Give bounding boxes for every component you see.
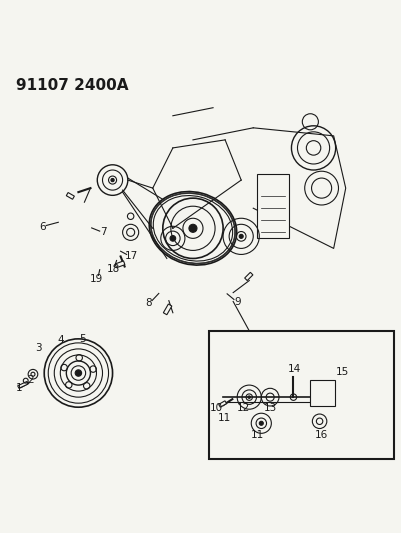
Bar — [209, 331, 393, 459]
Circle shape — [170, 236, 175, 241]
Text: 6: 6 — [39, 222, 45, 232]
Circle shape — [188, 224, 196, 232]
Circle shape — [247, 396, 250, 398]
Text: 18: 18 — [107, 263, 120, 273]
Text: 4: 4 — [57, 335, 63, 345]
Text: 2: 2 — [27, 375, 33, 385]
Circle shape — [111, 179, 114, 182]
Text: 91107 2400A: 91107 2400A — [16, 78, 128, 93]
Bar — [18, 382, 28, 389]
Text: 5: 5 — [79, 334, 85, 344]
Text: 1: 1 — [16, 383, 22, 393]
Text: 16: 16 — [314, 430, 327, 440]
Text: 14: 14 — [287, 364, 300, 374]
FancyBboxPatch shape — [310, 380, 334, 406]
Bar — [163, 304, 172, 315]
Text: 12: 12 — [236, 403, 249, 413]
Bar — [115, 261, 125, 268]
Text: 3: 3 — [35, 343, 41, 353]
Text: 19: 19 — [90, 273, 103, 284]
Text: 13: 13 — [263, 403, 276, 413]
FancyBboxPatch shape — [257, 174, 289, 238]
Text: 7: 7 — [100, 228, 107, 237]
Bar — [218, 401, 226, 407]
Bar — [244, 272, 252, 280]
Bar — [66, 192, 74, 199]
Circle shape — [239, 235, 243, 238]
Text: 11: 11 — [250, 430, 263, 440]
Circle shape — [259, 421, 263, 425]
Text: 17: 17 — [125, 251, 138, 261]
Text: 15: 15 — [335, 367, 348, 377]
Text: 8: 8 — [145, 298, 152, 309]
Circle shape — [75, 370, 81, 376]
Text: 11: 11 — [217, 414, 230, 423]
Text: 10: 10 — [209, 403, 222, 413]
Text: 9: 9 — [234, 297, 241, 307]
